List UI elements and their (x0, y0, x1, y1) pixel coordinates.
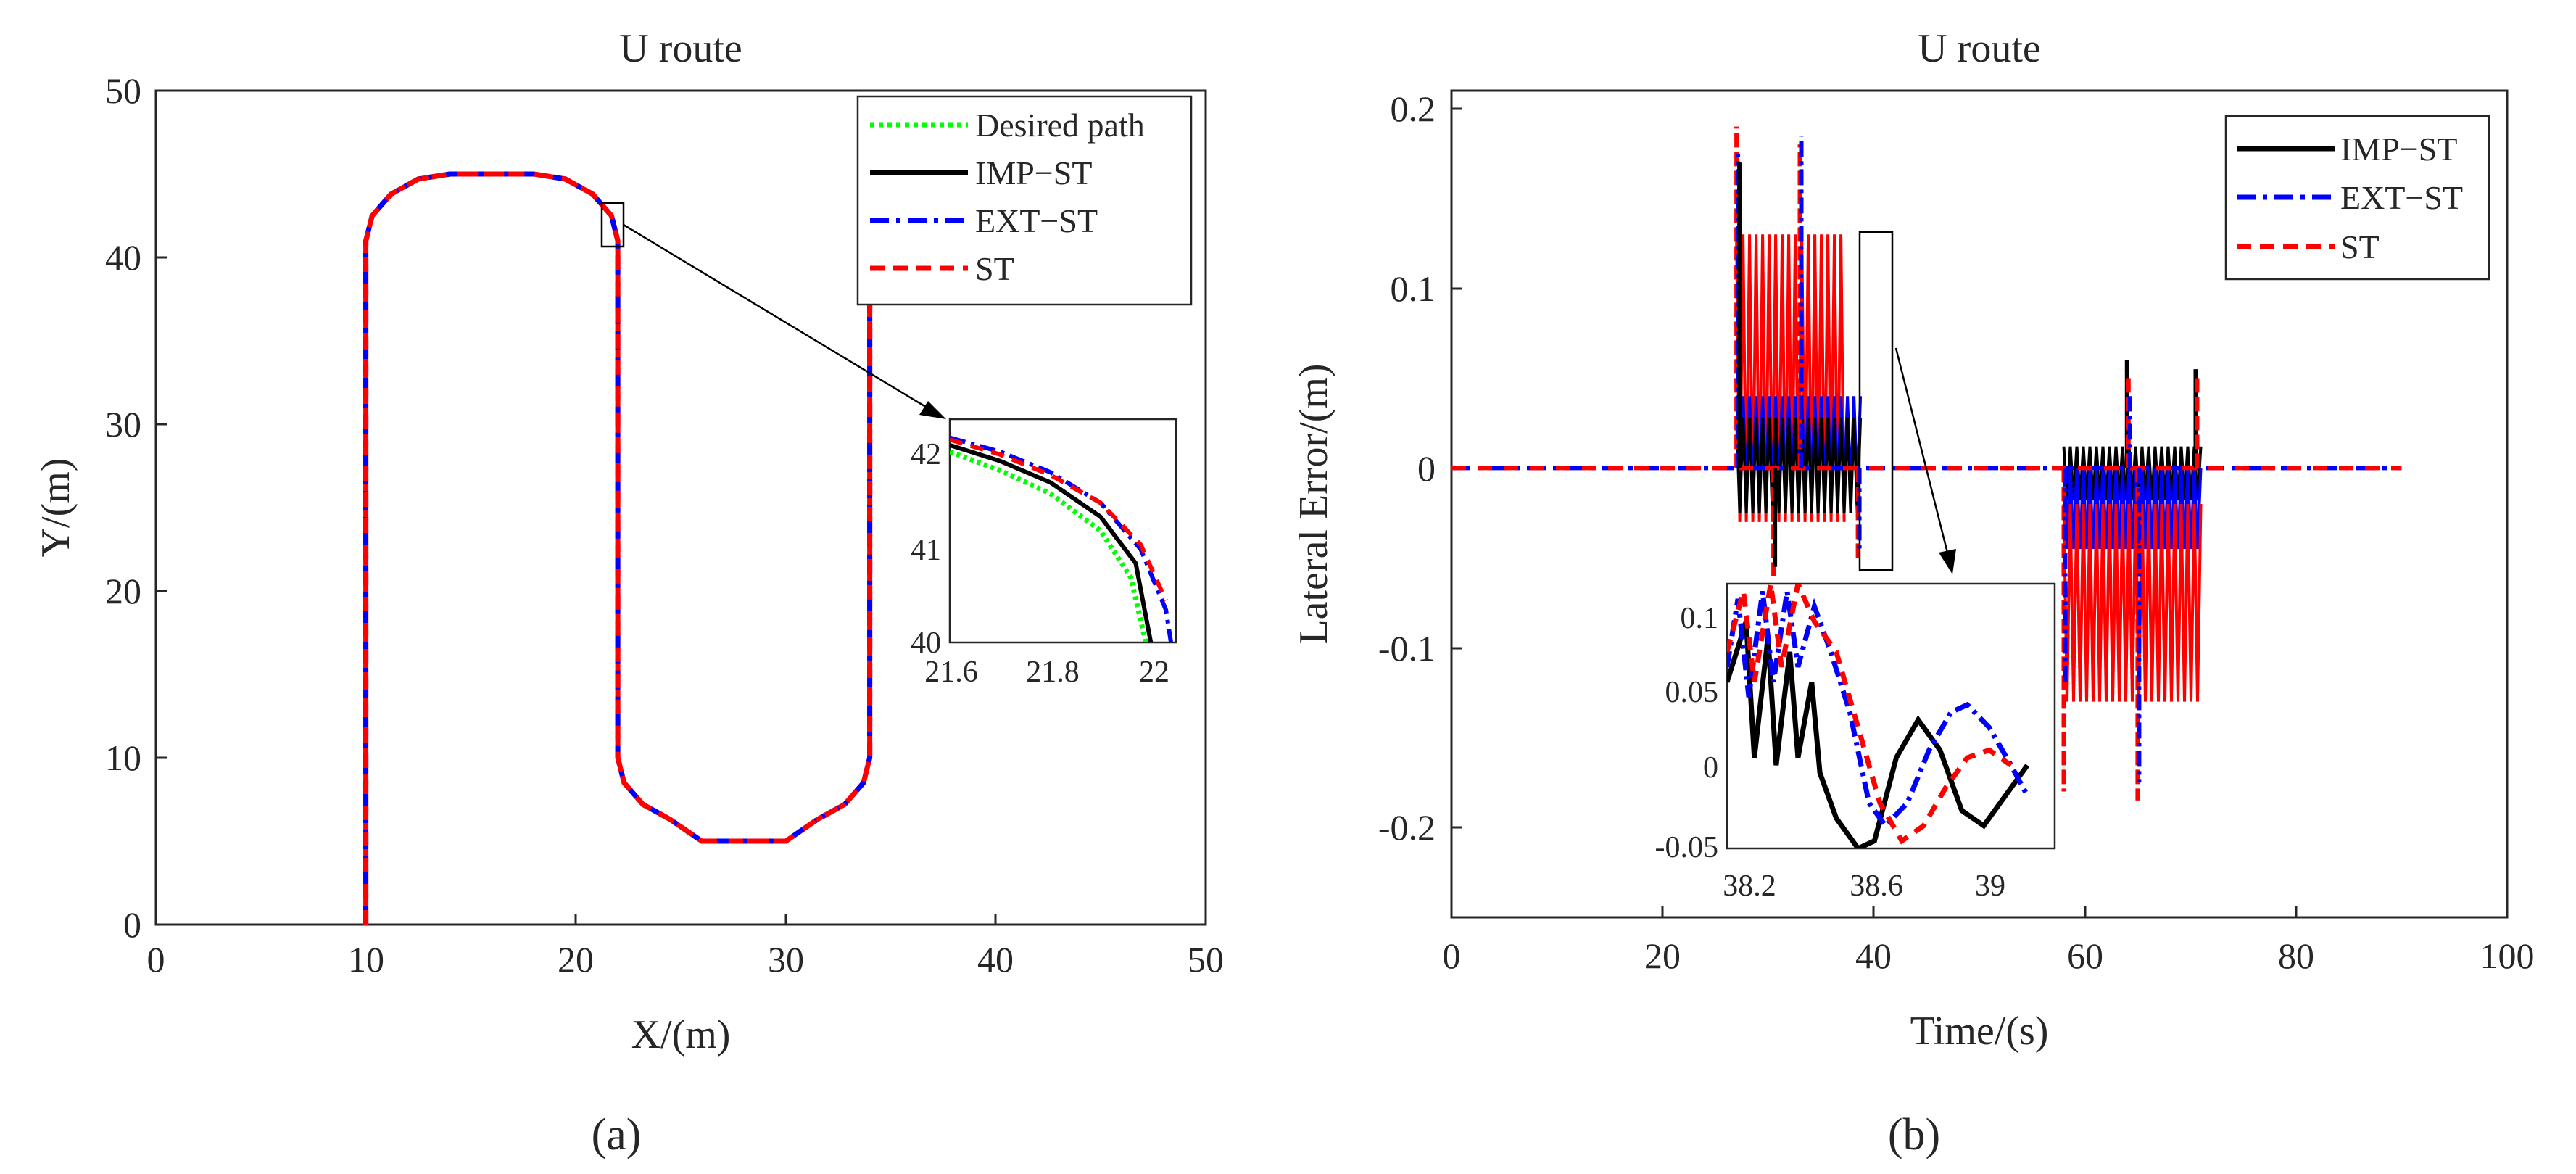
inset-b-y-tick-label: 0.05 (1665, 676, 1719, 709)
panel-a-y-tick-label: 10 (105, 737, 141, 778)
inset-b-x-tick-label: 38.2 (1723, 869, 1776, 903)
panel-b-y-tick-label: 0 (1417, 448, 1436, 489)
legend-label-ext-st: EXT−ST (975, 202, 1098, 239)
oscillation-band-imp-st (2062, 446, 2203, 501)
panel-b-y-tick-label: 0.1 (1391, 268, 1436, 309)
panel-b-plot-frame (1450, 89, 2509, 919)
inset-a-imp-st-curve (950, 443, 1154, 642)
panel-a-y-ticks: 0 10 20 30 40 50 (105, 70, 167, 945)
panel-a-y-tick-label: 30 (105, 404, 141, 445)
panel-a-x-axis-label: X/(m) (631, 1012, 731, 1057)
panel-a-x-tick-label: 30 (768, 939, 804, 980)
inset-a-desired-path-curve (950, 449, 1148, 642)
panel-b-y-tick-label: 0.2 (1391, 88, 1436, 129)
panel-b-inset: 0.1 0.05 0 -0.05 38.2 38.6 39 (1655, 582, 2056, 903)
panel-a-x-tick-label: 10 (348, 939, 384, 980)
inset-a-y-tick-label: 41 (911, 534, 941, 567)
panel-a-label: (a) (592, 1110, 642, 1159)
inset-a-st-curve (950, 437, 1168, 602)
inset-b-y-tick-label: 0 (1703, 751, 1718, 785)
oscillation-band-imp-st (1735, 417, 1863, 513)
panel-a-plot-frame (154, 89, 1207, 926)
inset-b-y-tick-label: 0.1 (1681, 602, 1719, 635)
oscillation-band-st (1735, 234, 1846, 522)
panel-a-legend-box (856, 95, 1193, 306)
panel-a-x-tick-label: 40 (977, 939, 1014, 980)
panel-a-zoom-arrowhead (919, 401, 946, 419)
panel-b-zoom-box (1858, 231, 1894, 571)
panel-b-zoom-arrowhead (1939, 549, 1956, 574)
panel-b: U route Time/(s) Lateral Error/(m) (b) 0… (1291, 26, 2535, 1159)
panel-b-legend-box (2224, 115, 2490, 281)
panel-a-y-tick-label: 20 (105, 571, 141, 611)
panel-a-inset: 42 41 40 21.6 21.8 22 (911, 418, 1177, 689)
panel-b-x-tick-label: 20 (1644, 935, 1681, 976)
panel-a-y-axis-label: Y/(m) (33, 458, 78, 558)
panel-b-y-tick-label: -0.2 (1378, 807, 1436, 848)
legend-label-imp-st: IMP−ST (2340, 131, 2457, 168)
panel-a-y-tick-label: 40 (105, 237, 141, 278)
panel-b-x-tick-label: 40 (1855, 935, 1892, 976)
oscillation-band-ext-st (2062, 468, 2203, 550)
panel-a-legend: Desired path IMP−ST EXT−ST ST (856, 95, 1193, 306)
panel-a-y-tick-label: 50 (105, 70, 141, 111)
legend-label-st: ST (975, 250, 1014, 287)
inset-b-st-curve (1727, 584, 2013, 845)
legend-label-imp-st: IMP−ST (975, 154, 1092, 191)
panel-a-x-tick-label: 50 (1188, 939, 1224, 980)
panel-b-spikes (1734, 126, 2200, 801)
panel-b-title: U route (1918, 26, 2041, 71)
panel-b-x-tick-label: 60 (2067, 935, 2103, 976)
panel-b-y-axis-label: Lateral Error/(m) (1291, 363, 1336, 644)
legend-label-st: ST (2340, 228, 2380, 265)
panel-b-oscillation-bands (1735, 234, 2203, 702)
inset-b-x-tick-label: 39 (1975, 869, 2005, 903)
panel-b-x-tick-label: 80 (2278, 935, 2314, 976)
inset-a-x-tick-label: 22 (1139, 656, 1169, 689)
panel-a-x-tick-label: 20 (558, 939, 594, 980)
inset-a-x-tick-label: 21.6 (924, 656, 978, 689)
oscillation-band-st (2062, 503, 2203, 702)
inset-b-x-tick-label: 38.6 (1850, 869, 1903, 903)
panel-b-x-ticks: 0 20 40 60 80 100 (1443, 906, 2535, 976)
panel-b-y-ticks: -0.2 -0.1 0 0.1 0.2 (1378, 88, 1462, 848)
inset-a-y-tick-label: 42 (911, 438, 941, 471)
panel-b-x-tick-label: 0 (1443, 935, 1461, 976)
panel-a-y-tick-label: 0 (123, 904, 141, 945)
legend-label-ext-st: EXT−ST (2340, 179, 2463, 216)
inset-a-x-tick-label: 21.8 (1026, 656, 1080, 689)
panel-a: U route X/(m) Y/(m) (a) 0 10 20 30 40 50… (33, 26, 1224, 1159)
panel-b-y-tick-label: -0.1 (1378, 628, 1436, 669)
inset-b-ext-st-curve (1727, 590, 2030, 830)
panel-b-legend: IMP−ST EXT−ST ST (2224, 115, 2490, 281)
panel-a-x-ticks: 0 10 20 30 40 50 (147, 914, 1224, 980)
inset-a-y-tick-label: 40 (911, 627, 941, 660)
panel-b-zoom-arrow (1894, 347, 1950, 559)
panel-b-x-axis-label: Time/(s) (1910, 1009, 2049, 1054)
panel-a-zoom-arrow (623, 223, 940, 416)
legend-label-desired-path: Desired path (975, 107, 1145, 144)
panel-a-st-dashes (363, 171, 873, 925)
panel-b-x-tick-label: 100 (2480, 935, 2535, 976)
inset-b-y-tick-label: -0.05 (1655, 831, 1719, 864)
panel-a-title: U route (619, 26, 742, 71)
panel-a-inset-background (948, 418, 1177, 644)
panel-a-x-tick-label: 0 (147, 939, 165, 980)
panel-b-label: (b) (1888, 1110, 1940, 1159)
